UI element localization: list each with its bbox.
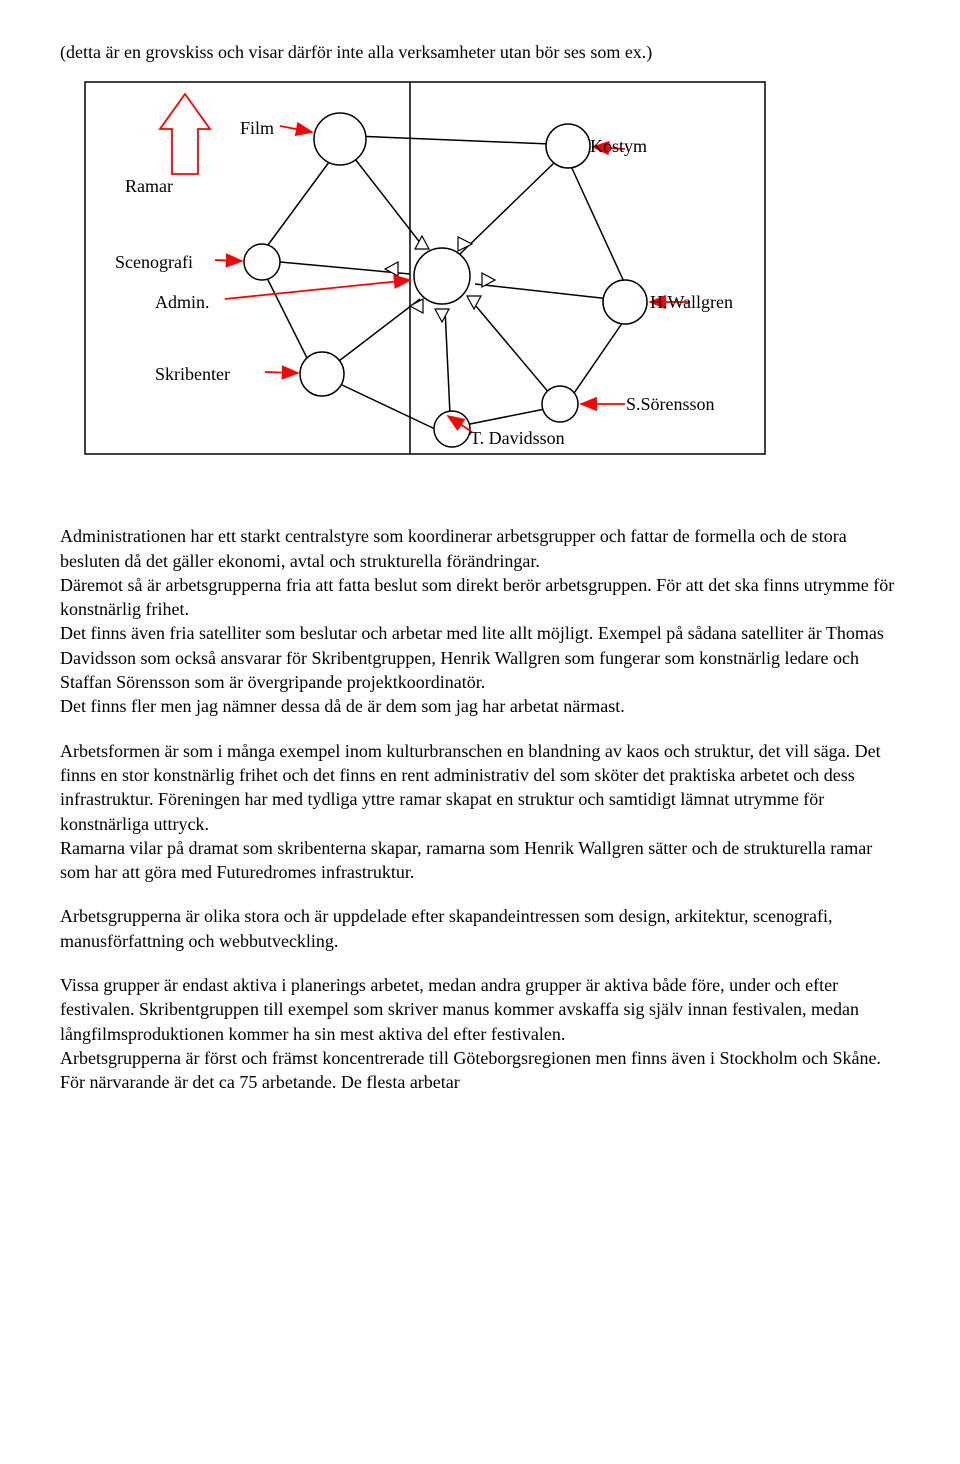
label-ramar: Ramar (125, 174, 173, 198)
org-diagram: Film Kostym Ramar Scenografi Admin. Skri… (70, 74, 790, 464)
paragraph-2: Arbetsformen är som i många exempel inom… (60, 739, 900, 885)
paragraph-3: Arbetsgrupperna är olika stora och är up… (60, 904, 900, 953)
label-kostym: Kostym (590, 134, 647, 158)
label-scenografi: Scenografi (115, 250, 193, 274)
body-text: Administrationen har ett starkt centrals… (60, 524, 900, 1094)
intro-note: (detta är en grovskiss och visar därför … (60, 40, 900, 64)
paragraph-1: Administrationen har ett starkt centrals… (60, 524, 900, 718)
label-hwallgren: H.Wallgren (650, 290, 733, 314)
label-film: Film (240, 116, 274, 140)
paragraph-4: Vissa grupper är endast aktiva i planeri… (60, 973, 900, 1094)
label-ssorensson: S.Sörensson (626, 392, 715, 416)
label-admin: Admin. (155, 290, 210, 314)
label-tdavidsson: T. Davidsson (470, 426, 565, 450)
label-skribenter: Skribenter (155, 362, 230, 386)
